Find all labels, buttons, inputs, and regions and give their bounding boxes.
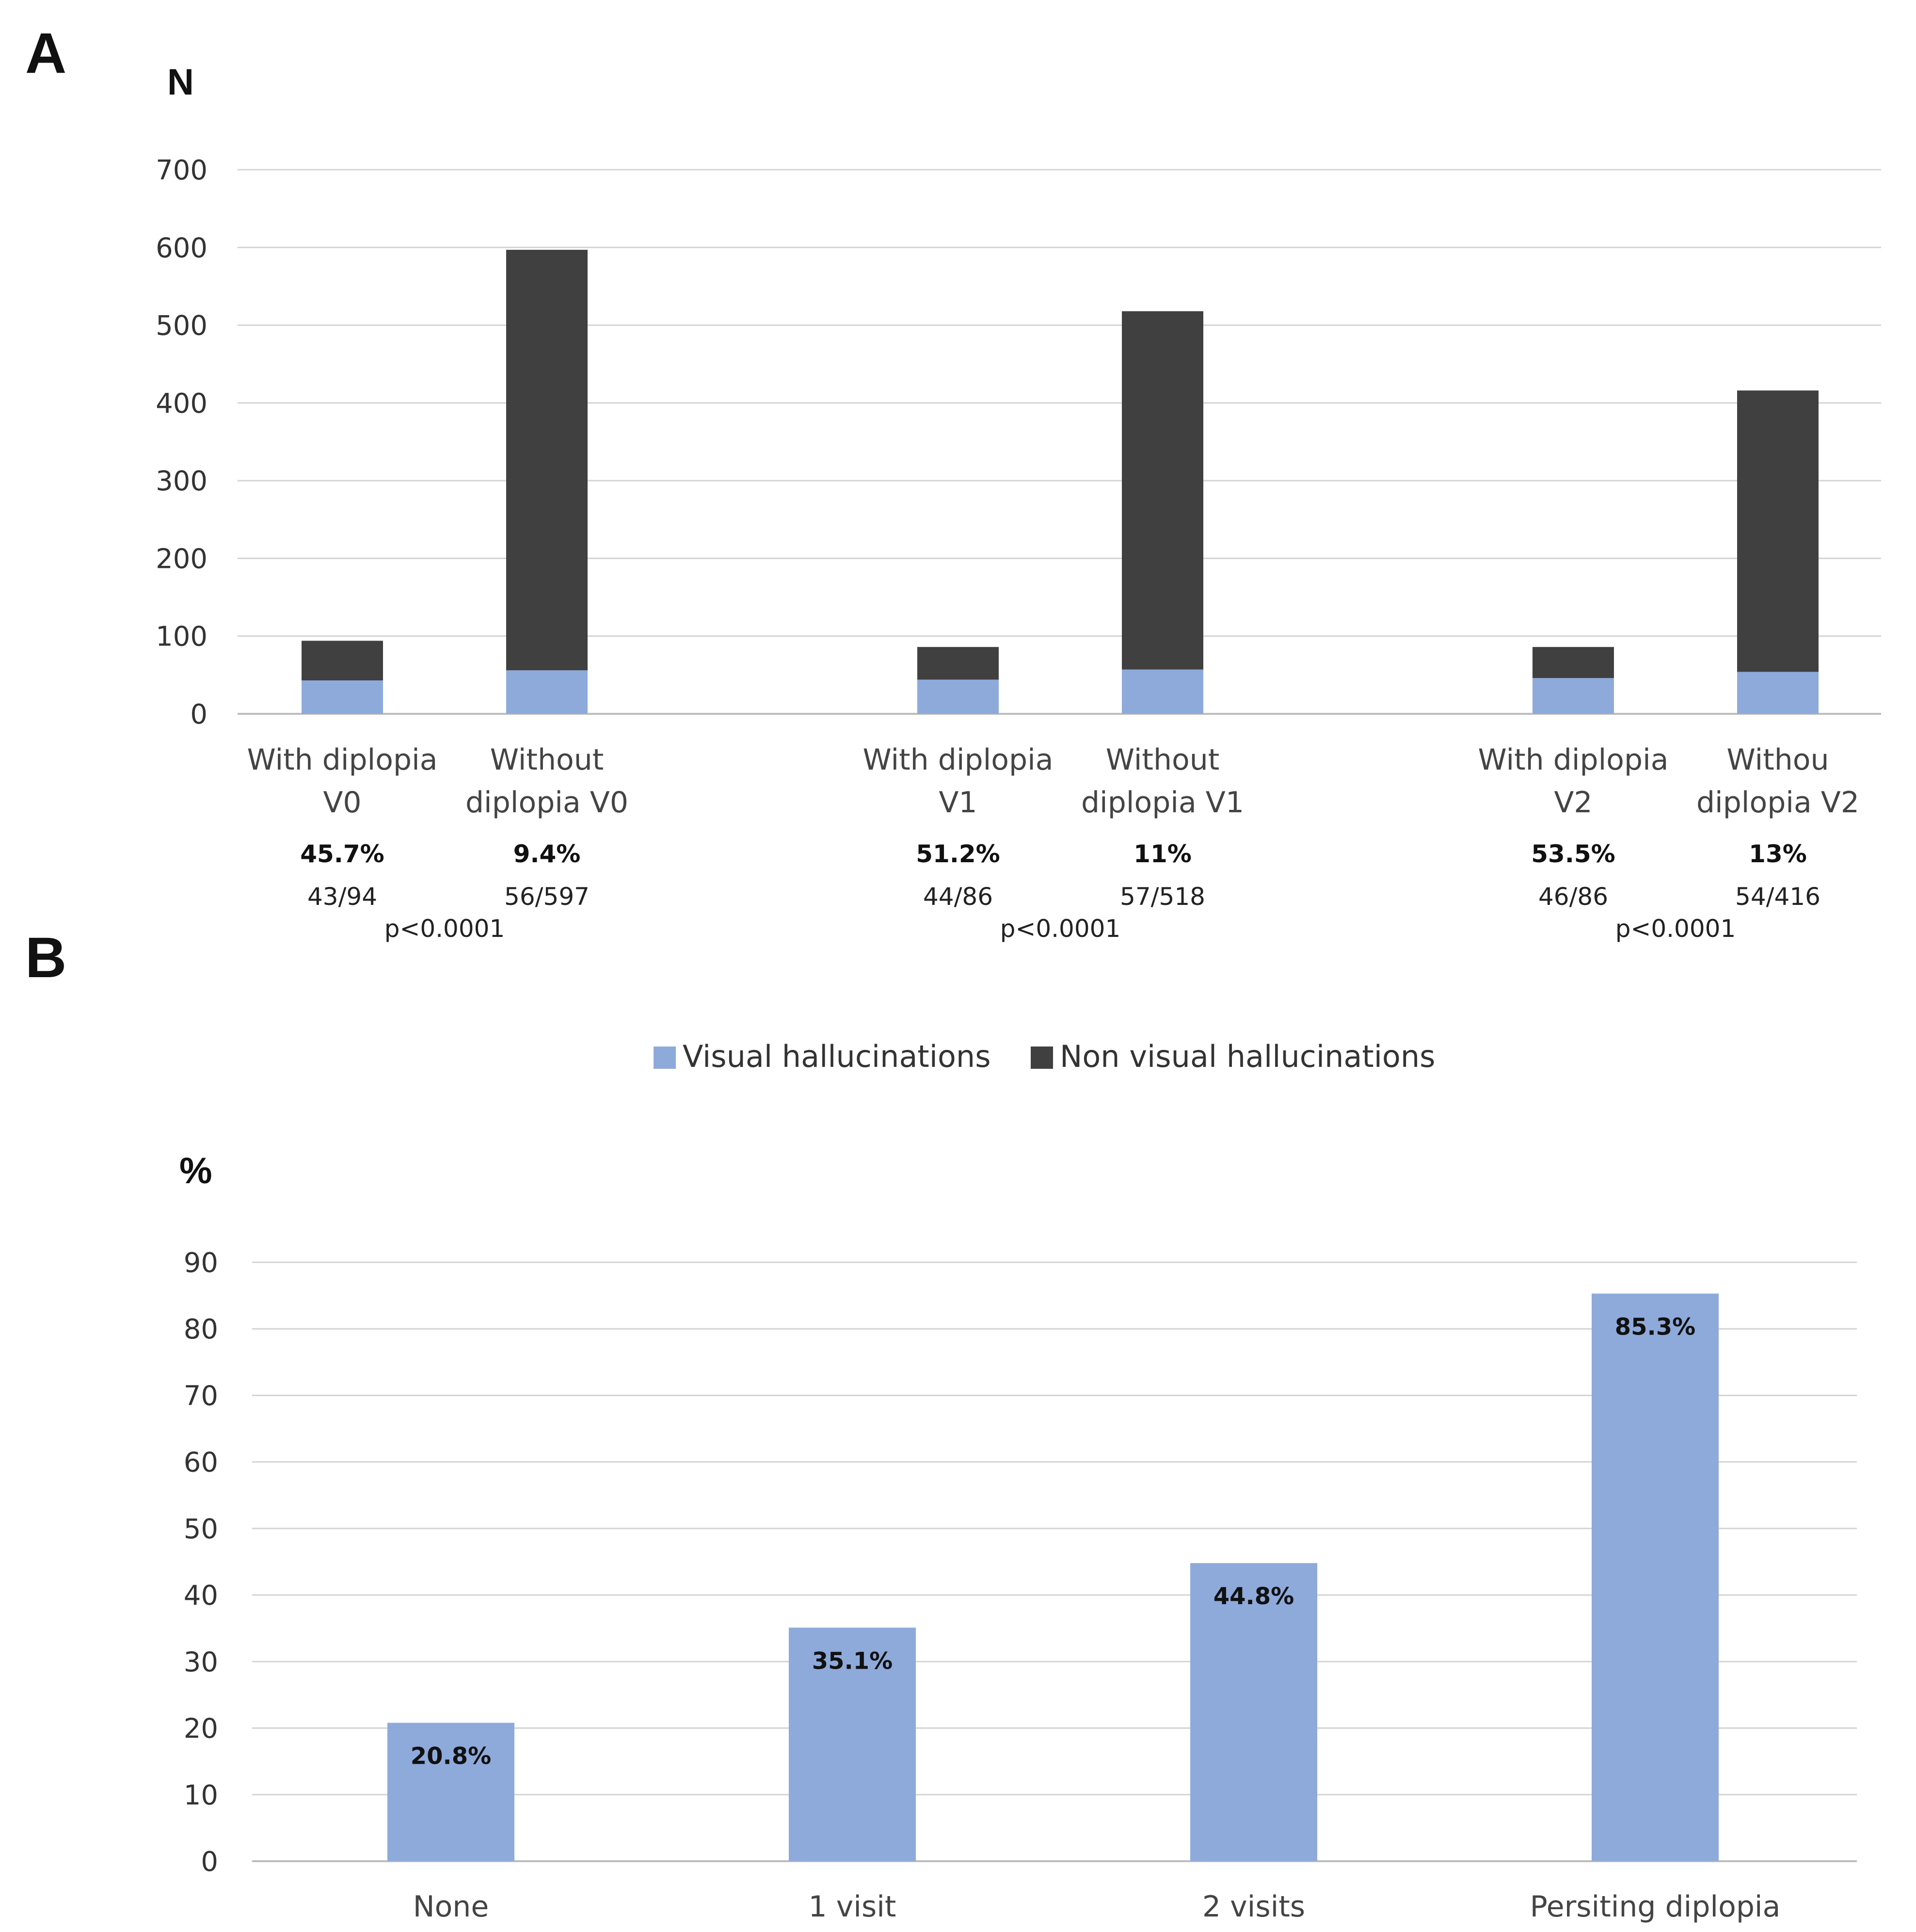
bar-segment-non-visual: [1122, 311, 1203, 670]
bar-visual-percent: [1190, 1563, 1317, 1861]
panel-b-letter: B: [25, 926, 66, 990]
p-value-label: p<0.0001: [1615, 915, 1736, 943]
bar-segment-visual: [1737, 672, 1819, 714]
ratio-label: 57/518: [1120, 883, 1205, 911]
panel-b-y-ticks: 0 10 20 30 40 50 60 70 80 90: [184, 1247, 218, 1878]
legend-label-non-visual: Non visual hallucinations: [1060, 1039, 1435, 1074]
percent-label: 51.2%: [916, 840, 1000, 868]
panel-a-bars: [302, 250, 1819, 714]
category-label-line-2: diplopia V1: [1081, 786, 1244, 820]
bar-segment-visual: [1533, 678, 1614, 714]
legend-swatch-non-visual: [1031, 1046, 1053, 1069]
category-label: None: [413, 1890, 489, 1924]
bar-visual-percent: [387, 1723, 514, 1861]
category-label-line-1: Withou: [1727, 743, 1829, 777]
panel-b-bars: 20.8% 35.1% 44.8% 85.3%: [387, 1293, 1719, 1861]
panel-a-y-tick-label: 700: [156, 155, 208, 186]
category-label-line-1: Without: [490, 743, 604, 777]
panel-a-y-unit: N: [167, 62, 194, 103]
bar-value-label: 85.3%: [1615, 1313, 1696, 1340]
category-label-line-2: V0: [323, 786, 361, 820]
bar-segment-non-visual: [506, 250, 588, 671]
bar-segment-visual: [1122, 669, 1203, 714]
percent-label: 9.4%: [513, 840, 581, 868]
bar-segment-non-visual: [1533, 647, 1614, 678]
panel-b-gridlines: [252, 1261, 1857, 1862]
panel-b-y-tick-label: 10: [184, 1780, 218, 1811]
panel-a-y-tick-label: 200: [156, 543, 208, 575]
category-label: 2 visits: [1202, 1890, 1305, 1924]
panel-b-y-tick-label: 50: [184, 1513, 218, 1545]
ratio-label: 46/86: [1538, 883, 1608, 911]
panel-a-y-ticks: 0 100 200 300 400 500 600 700: [156, 155, 208, 730]
bar-value-label: 35.1%: [812, 1647, 893, 1674]
panel-b-y-tick-label: 60: [184, 1447, 218, 1479]
panel-b-y-unit: %: [179, 1150, 212, 1191]
bar-segment-non-visual: [917, 647, 999, 680]
panel-a-y-tick-label: 500: [156, 310, 208, 342]
panel-b-y-tick-label: 0: [201, 1846, 218, 1878]
panel-a-y-tick-label: 600: [156, 232, 208, 264]
bar-value-label: 20.8%: [411, 1743, 492, 1770]
category-label: 1 visit: [809, 1890, 896, 1924]
bar-segment-visual: [506, 670, 588, 714]
percent-label: 13%: [1749, 840, 1807, 868]
category-label-line-1: With diplopia: [247, 743, 437, 777]
bar-visual-percent: [789, 1627, 916, 1861]
category-label-line-2: diplopia V2: [1696, 786, 1859, 820]
legend-swatch-visual: [654, 1046, 676, 1069]
p-value-label: p<0.0001: [384, 915, 505, 943]
bar-segment-non-visual: [1737, 390, 1819, 672]
bar-value-label: 44.8%: [1213, 1583, 1294, 1610]
bar-segment-visual: [302, 680, 383, 714]
panel-a: A N 0 100 200 300 400 500 600 700 With diplopia…: [25, 21, 1881, 943]
percent-label: 45.7%: [300, 840, 384, 868]
panel-a-category-labels: With diplopia V0 45.7% 43/94 Without diplopia…: [247, 743, 1859, 943]
panel-b: B Visual hallucinations Non visual hallu…: [25, 926, 1857, 1924]
category-label-line-2: diplopia V0: [465, 786, 628, 820]
category-label-line-1: With diplopia: [862, 743, 1053, 777]
bar-segment-visual: [917, 679, 999, 714]
percent-label: 11%: [1134, 840, 1192, 868]
percent-label: 53.5%: [1531, 840, 1615, 868]
ratio-label: 44/86: [923, 883, 993, 911]
panel-b-category-labels: None 1 visit 2 visits Persiting diplopia: [413, 1890, 1781, 1924]
panel-b-y-tick-label: 70: [184, 1380, 218, 1412]
ratio-label: 56/597: [504, 883, 590, 911]
panel-b-y-tick-label: 20: [184, 1713, 218, 1745]
p-value-label: p<0.0001: [1000, 915, 1121, 943]
bar-segment-non-visual: [302, 641, 383, 681]
panel-a-gridlines: [238, 169, 1881, 715]
panel-a-y-tick-label: 300: [156, 466, 208, 497]
category-label: Persiting diplopia: [1530, 1890, 1781, 1924]
panel-b-y-tick-label: 30: [184, 1646, 218, 1678]
category-label-line-2: V1: [939, 786, 977, 820]
legend: Visual hallucinations Non visual halluci…: [654, 1039, 1435, 1074]
legend-label-visual: Visual hallucinations: [683, 1039, 991, 1074]
ratio-label: 54/416: [1735, 883, 1820, 911]
panel-b-y-tick-label: 90: [184, 1247, 218, 1279]
panel-a-y-tick-label: 0: [190, 699, 208, 730]
category-label-line-1: Without: [1106, 743, 1220, 777]
panel-a-y-tick-label: 100: [156, 621, 208, 653]
panel-b-y-tick-label: 40: [184, 1580, 218, 1611]
panel-a-letter: A: [25, 21, 66, 85]
panel-b-y-tick-label: 80: [184, 1314, 218, 1345]
panel-a-y-tick-label: 400: [156, 388, 208, 419]
category-label-line-2: V2: [1554, 786, 1592, 820]
bar-visual-percent: [1592, 1293, 1719, 1861]
category-label-line-1: With diplopia: [1478, 743, 1668, 777]
ratio-label: 43/94: [307, 883, 377, 911]
